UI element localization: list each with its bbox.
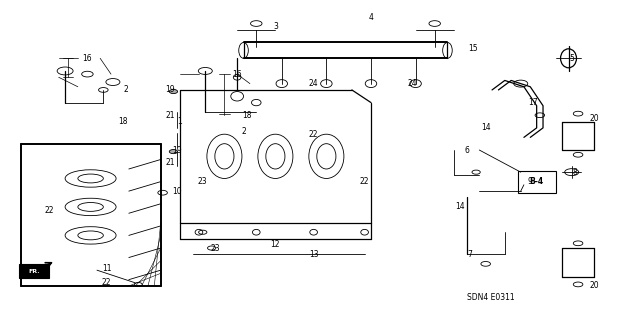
FancyBboxPatch shape (19, 264, 49, 278)
Text: 8: 8 (573, 168, 577, 177)
Text: 19: 19 (172, 145, 181, 154)
Text: 14: 14 (456, 203, 465, 211)
Text: 16: 16 (83, 54, 92, 63)
Text: 2: 2 (124, 85, 128, 94)
Text: B-4: B-4 (529, 177, 544, 186)
Text: 20: 20 (589, 114, 599, 123)
Text: 9: 9 (528, 177, 532, 186)
Text: 24: 24 (309, 79, 319, 88)
Text: 14: 14 (481, 123, 490, 132)
Text: 22: 22 (309, 130, 318, 139)
Text: 24: 24 (408, 79, 417, 88)
Text: 22: 22 (102, 278, 111, 287)
Text: 21: 21 (166, 111, 175, 120)
Ellipse shape (170, 150, 177, 154)
Text: 12: 12 (271, 241, 280, 249)
Text: 2: 2 (241, 127, 246, 136)
Text: FR.: FR. (28, 269, 40, 274)
Text: 1: 1 (177, 117, 182, 126)
Ellipse shape (170, 89, 177, 93)
Text: 23: 23 (197, 177, 207, 186)
Text: 3: 3 (273, 22, 278, 31)
Text: 22: 22 (360, 177, 369, 186)
Text: 10: 10 (172, 187, 181, 196)
Text: 18: 18 (242, 111, 252, 120)
FancyBboxPatch shape (518, 171, 556, 193)
Text: 4: 4 (369, 13, 373, 22)
Text: 20: 20 (589, 281, 599, 291)
Text: 13: 13 (309, 250, 319, 259)
Text: 5: 5 (569, 54, 574, 63)
Text: 21: 21 (166, 158, 175, 167)
Text: 16: 16 (232, 70, 242, 78)
Text: 18: 18 (118, 117, 127, 126)
Text: 19: 19 (166, 85, 175, 94)
Text: SDN4 E0311: SDN4 E0311 (467, 293, 514, 301)
Text: 11: 11 (102, 264, 111, 273)
Text: 22: 22 (44, 206, 54, 215)
Text: 23: 23 (210, 243, 220, 253)
Text: 7: 7 (467, 250, 472, 259)
Text: 6: 6 (464, 145, 469, 154)
Text: 15: 15 (468, 44, 477, 53)
Text: 17: 17 (529, 98, 538, 107)
